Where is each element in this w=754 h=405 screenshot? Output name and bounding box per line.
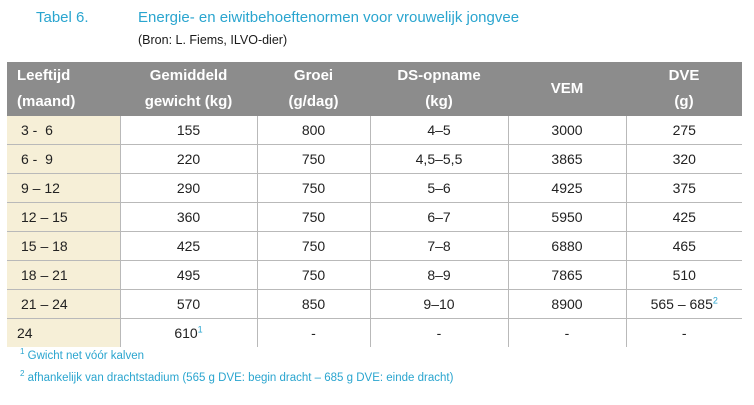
header-vem: VEM xyxy=(508,62,626,116)
cell-growth: - xyxy=(257,318,371,347)
header-growth: Groei (g/dag) xyxy=(257,62,370,116)
cell-growth: 750 xyxy=(257,202,371,232)
cell-ds-intake: - xyxy=(370,318,509,347)
cell-age: 9 – 12 xyxy=(7,173,121,203)
cell-weight: 360 xyxy=(120,202,258,232)
header-age: Leeftijd (maand) xyxy=(7,62,120,116)
table-source: (Bron: L. Fiems, ILVO-dier) xyxy=(138,33,288,47)
cell-vem: 7865 xyxy=(508,260,627,290)
header-weight: Gemiddeld gewicht (kg) xyxy=(120,62,257,116)
cell-ds-intake: 8–9 xyxy=(370,260,509,290)
cell-ds-intake: 5–6 xyxy=(370,173,509,203)
cell-weight: 155 xyxy=(120,116,258,145)
cell-dve: 425 xyxy=(626,202,742,232)
cell-age: 24 xyxy=(7,318,121,347)
table-row: 15 – 18 425 750 7–8 6880 465 xyxy=(7,231,742,261)
header-ds-intake: DS-opname (kg) xyxy=(370,62,508,116)
cell-weight: 290 xyxy=(120,173,258,203)
table-row: 18 – 21 495 750 8–9 7865 510 xyxy=(7,260,742,290)
cell-growth: 750 xyxy=(257,231,371,261)
table-row: 3 - 6 155 800 4–5 3000 275 xyxy=(7,116,742,145)
cell-vem: 3000 xyxy=(508,116,627,145)
footnote-ref-2: 2 xyxy=(712,295,718,306)
cell-dve: 375 xyxy=(626,173,742,203)
cell-vem: - xyxy=(508,318,627,347)
cell-growth: 750 xyxy=(257,173,371,203)
cell-age: 6 - 9 xyxy=(7,144,121,174)
cell-ds-intake: 4,5–5,5 xyxy=(370,144,509,174)
table-row: 6 - 9 220 750 4,5–5,5 3865 320 xyxy=(7,144,742,174)
cell-age: 18 – 21 xyxy=(7,260,121,290)
footnote-ref-1: 1 xyxy=(197,324,203,335)
footnote-1: 1 Gwicht net vóór kalven xyxy=(20,347,144,362)
cell-ds-intake: 7–8 xyxy=(370,231,509,261)
table-row: 9 – 12 290 750 5–6 4925 375 xyxy=(7,173,742,203)
table-number: Tabel 6. xyxy=(36,9,89,26)
cell-vem: 6880 xyxy=(508,231,627,261)
table-row: 24 6101 - - - - xyxy=(7,318,742,347)
cell-vem: 5950 xyxy=(508,202,627,232)
cell-dve: 275 xyxy=(626,116,742,145)
cell-age: 21 – 24 xyxy=(7,289,121,319)
cell-weight: 495 xyxy=(120,260,258,290)
cell-ds-intake: 6–7 xyxy=(370,202,509,232)
cell-weight: 220 xyxy=(120,144,258,174)
cell-dve: - xyxy=(681,325,687,341)
cell-dve: 320 xyxy=(626,144,742,174)
table-caption: Energie- en eiwitbehoeftenormen voor vro… xyxy=(138,9,520,26)
footnote-2: 2 afhankelijk van drachtstadium (565 g D… xyxy=(20,369,454,384)
cell-weight: 570 xyxy=(120,289,258,319)
cell-vem: 3865 xyxy=(508,144,627,174)
header-row: Leeftijd (maand) Gemiddeld gewicht (kg) … xyxy=(7,62,742,116)
cell-growth: 750 xyxy=(257,144,371,174)
cell-ds-intake: 9–10 xyxy=(370,289,509,319)
table-title: Tabel 6. Energie- en eiwitbehoeftenormen … xyxy=(36,9,519,26)
cell-growth: 800 xyxy=(257,116,371,145)
cell-dve: 565 – 6852 xyxy=(626,289,742,319)
table-row: 21 – 24 570 850 9–10 8900 565 – 6852 xyxy=(7,289,742,319)
cell-dve: 510 xyxy=(626,260,742,290)
table-row: 12 – 15 360 750 6–7 5950 425 xyxy=(7,202,742,232)
cell-growth: 850 xyxy=(257,289,371,319)
cell-age: 3 - 6 xyxy=(7,116,121,145)
header-dve: DVE (g) xyxy=(626,62,742,116)
cell-vem: 4925 xyxy=(508,173,627,203)
cell-ds-intake: 4–5 xyxy=(370,116,509,145)
cell-vem: 8900 xyxy=(508,289,627,319)
cell-weight: 425 xyxy=(120,231,258,261)
cell-age: 12 – 15 xyxy=(7,202,121,232)
cell-weight: 6101 xyxy=(120,318,258,347)
cell-dve: 465 xyxy=(626,231,742,261)
requirements-table: Leeftijd (maand) Gemiddeld gewicht (kg) … xyxy=(7,62,742,347)
cell-growth: 750 xyxy=(257,260,371,290)
cell-age: 15 – 18 xyxy=(7,231,121,261)
